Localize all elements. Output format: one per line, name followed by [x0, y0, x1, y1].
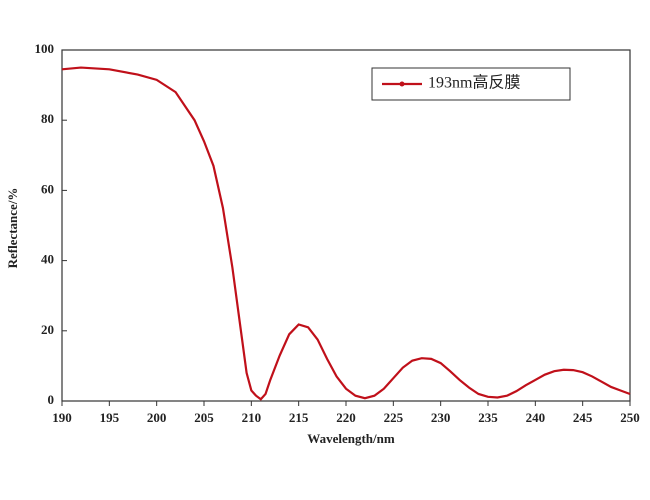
x-tick-label: 235 — [478, 410, 498, 425]
y-tick-label: 20 — [41, 322, 54, 337]
line-series — [61, 66, 631, 401]
y-tick-label: 40 — [41, 252, 54, 267]
x-tick-label: 195 — [100, 410, 120, 425]
x-axis-label: Wavelength/nm — [307, 431, 395, 446]
x-tick-label: 200 — [147, 410, 167, 425]
plot-frame — [61, 49, 631, 402]
legend-label: 193nm高反膜 — [428, 74, 520, 92]
x-tick-label: 225 — [384, 410, 404, 425]
x-tick-label: 215 — [289, 410, 309, 425]
x-tick-label: 205 — [194, 410, 214, 425]
y-tick-label: 100 — [35, 41, 55, 56]
x-tick-label: 210 — [242, 410, 262, 425]
x-tick-label: 250 — [620, 410, 640, 425]
x-tick-label: 245 — [573, 410, 593, 425]
y-tick-label: 0 — [48, 392, 55, 407]
y-tick-label: 60 — [41, 181, 54, 196]
y-axis-label: Reflectance/% — [5, 188, 20, 269]
y-tick-label: 80 — [41, 111, 54, 126]
legend-marker — [399, 81, 405, 87]
x-tick-label: 220 — [336, 410, 356, 425]
x-tick-label: 190 — [52, 410, 72, 425]
x-tick-label: 240 — [526, 410, 546, 425]
x-tick-label: 230 — [431, 410, 451, 425]
